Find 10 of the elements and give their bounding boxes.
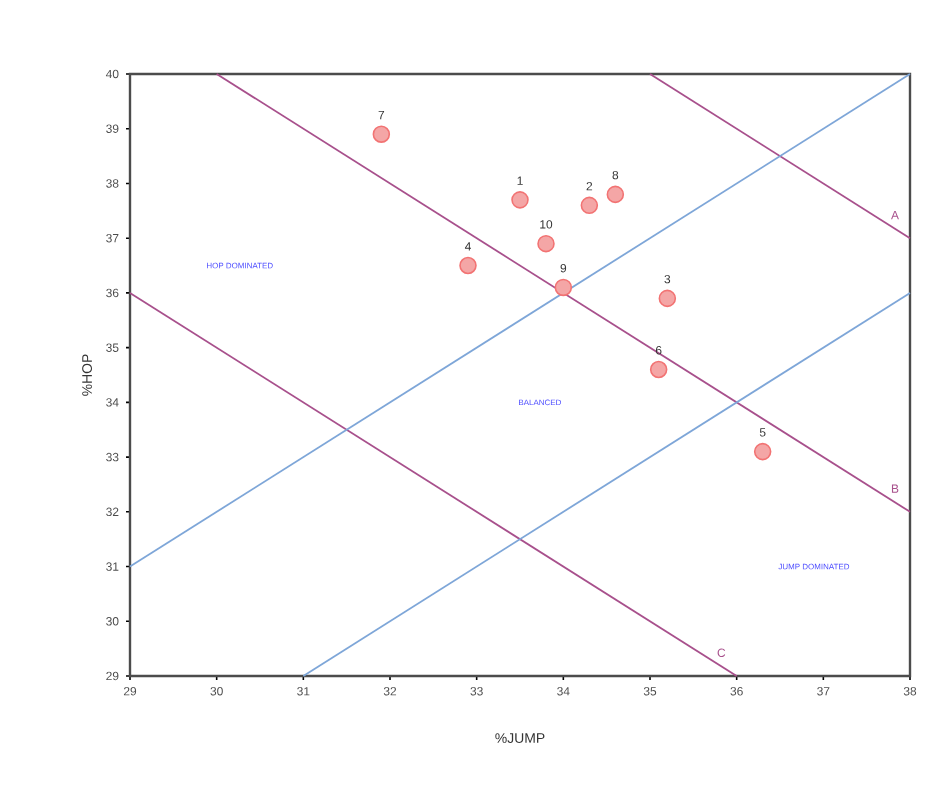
point [580, 196, 599, 215]
point [658, 289, 677, 308]
point [537, 234, 555, 253]
point [511, 191, 529, 209]
point [459, 256, 477, 275]
point [649, 360, 668, 379]
point [606, 185, 625, 204]
point [753, 442, 772, 461]
point [372, 125, 391, 143]
point [554, 278, 573, 297]
